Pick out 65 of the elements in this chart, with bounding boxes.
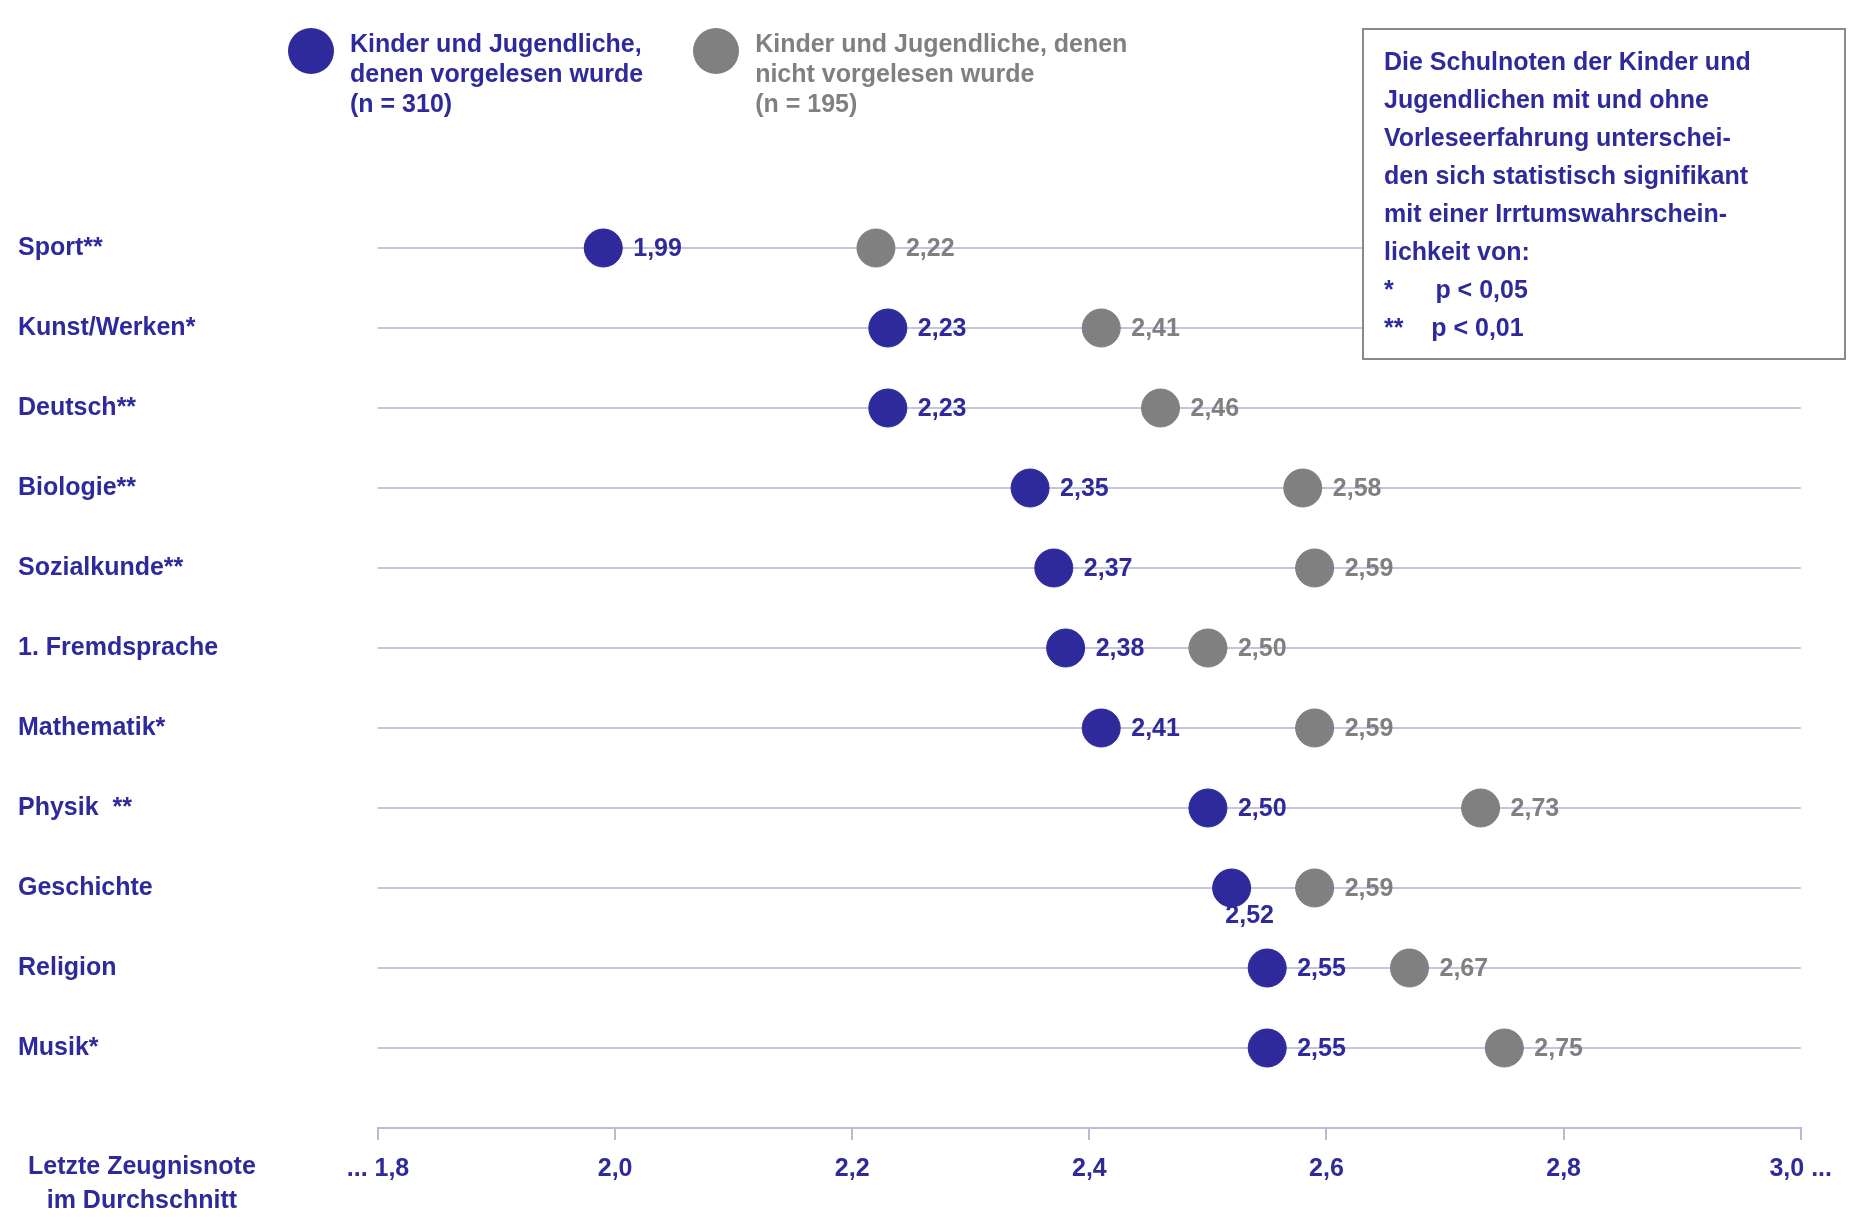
data-label: 2,52 xyxy=(1225,900,1274,929)
legend-label: Kinder und Jugendliche, denen vorgelesen wurde (n = 310) xyxy=(350,28,644,118)
data-label: 2,58 xyxy=(1332,472,1382,501)
point xyxy=(1188,788,1228,828)
data-label: 2,46 xyxy=(1190,392,1240,421)
point xyxy=(1283,468,1323,508)
point xyxy=(1046,628,1086,668)
data-label: 2,73 xyxy=(1510,792,1560,821)
data-label: 2,50 xyxy=(1237,632,1287,661)
data-label: 2,23 xyxy=(917,312,967,341)
data-label: 1,99 xyxy=(633,232,682,261)
x-tick-label: ... 1,8 xyxy=(346,1152,410,1181)
y-tick-label: Mathematik* xyxy=(18,711,166,740)
y-tick-label: Sozialkunde** xyxy=(18,551,184,580)
data-label: 2,67 xyxy=(1439,952,1489,981)
point xyxy=(1034,548,1074,588)
data-label: 2,22 xyxy=(905,232,955,261)
point xyxy=(1389,948,1429,988)
y-tick-label: Deutsch** xyxy=(18,391,137,420)
point xyxy=(1484,1028,1524,1068)
x-tick-label: 2,6 xyxy=(1309,1152,1344,1181)
point xyxy=(1461,788,1501,828)
data-label: 2,41 xyxy=(1131,312,1180,341)
y-tick-label: Sport** xyxy=(18,231,103,260)
point xyxy=(1295,708,1335,748)
y-tick-label: 1. Fremdsprache xyxy=(18,631,219,660)
data-label: 2,55 xyxy=(1297,1032,1346,1061)
data-label: 2,55 xyxy=(1297,952,1346,981)
data-label: 2,50 xyxy=(1237,792,1287,821)
data-label: 2,23 xyxy=(917,392,967,421)
data-label: 2,38 xyxy=(1095,632,1145,661)
point xyxy=(856,228,896,268)
y-tick-label: Religion xyxy=(18,951,117,980)
point xyxy=(1188,628,1228,668)
point xyxy=(1295,868,1335,908)
data-label: 2,37 xyxy=(1083,552,1133,581)
x-tick-label: 2,0 xyxy=(597,1152,633,1181)
point xyxy=(583,228,623,268)
data-label: 2,59 xyxy=(1344,552,1394,581)
y-tick-label: Physik ** xyxy=(18,791,133,820)
data-label: 2,75 xyxy=(1534,1032,1584,1061)
y-tick-label: Kunst/Werken* xyxy=(18,311,196,340)
x-axis-title: Letzte Zeugnisnote im Durchschnitt xyxy=(28,1150,256,1215)
point xyxy=(868,308,908,348)
data-label: 2,35 xyxy=(1060,472,1109,501)
point xyxy=(1141,388,1180,428)
x-tick-label: 3,0 ... xyxy=(1769,1152,1833,1181)
data-label: 2,41 xyxy=(1131,712,1180,741)
point xyxy=(1010,468,1050,508)
data-label: 2,59 xyxy=(1344,872,1394,901)
legend-label: Kinder und Jugendliche, denen nicht vorgelesen wurde (n = 195) xyxy=(755,28,1128,118)
x-tick-label: 2,2 xyxy=(834,1152,870,1181)
point xyxy=(1081,708,1121,748)
y-tick-label: Geschichte xyxy=(18,871,153,900)
point xyxy=(1295,548,1335,588)
point xyxy=(1081,308,1121,348)
y-tick-label: Musik* xyxy=(18,1031,99,1060)
point xyxy=(1247,1028,1287,1068)
note-box: Die Schulnoten der Kinder und Jugendlichen mit und ohne Vorleseerfahrung unterschei- den sich statistisch signifikant mit einer Irrtumswahrschein- lichkeit von: * p < 0,05 ** p < 0,01 xyxy=(1362,28,1846,360)
data-label: 2,59 xyxy=(1344,712,1394,741)
x-tick-label: 2,4 xyxy=(1071,1152,1107,1181)
x-tick-label: 2,8 xyxy=(1546,1152,1582,1181)
point xyxy=(1247,948,1287,988)
y-tick-label: Biologie** xyxy=(18,471,137,500)
point xyxy=(868,388,908,428)
